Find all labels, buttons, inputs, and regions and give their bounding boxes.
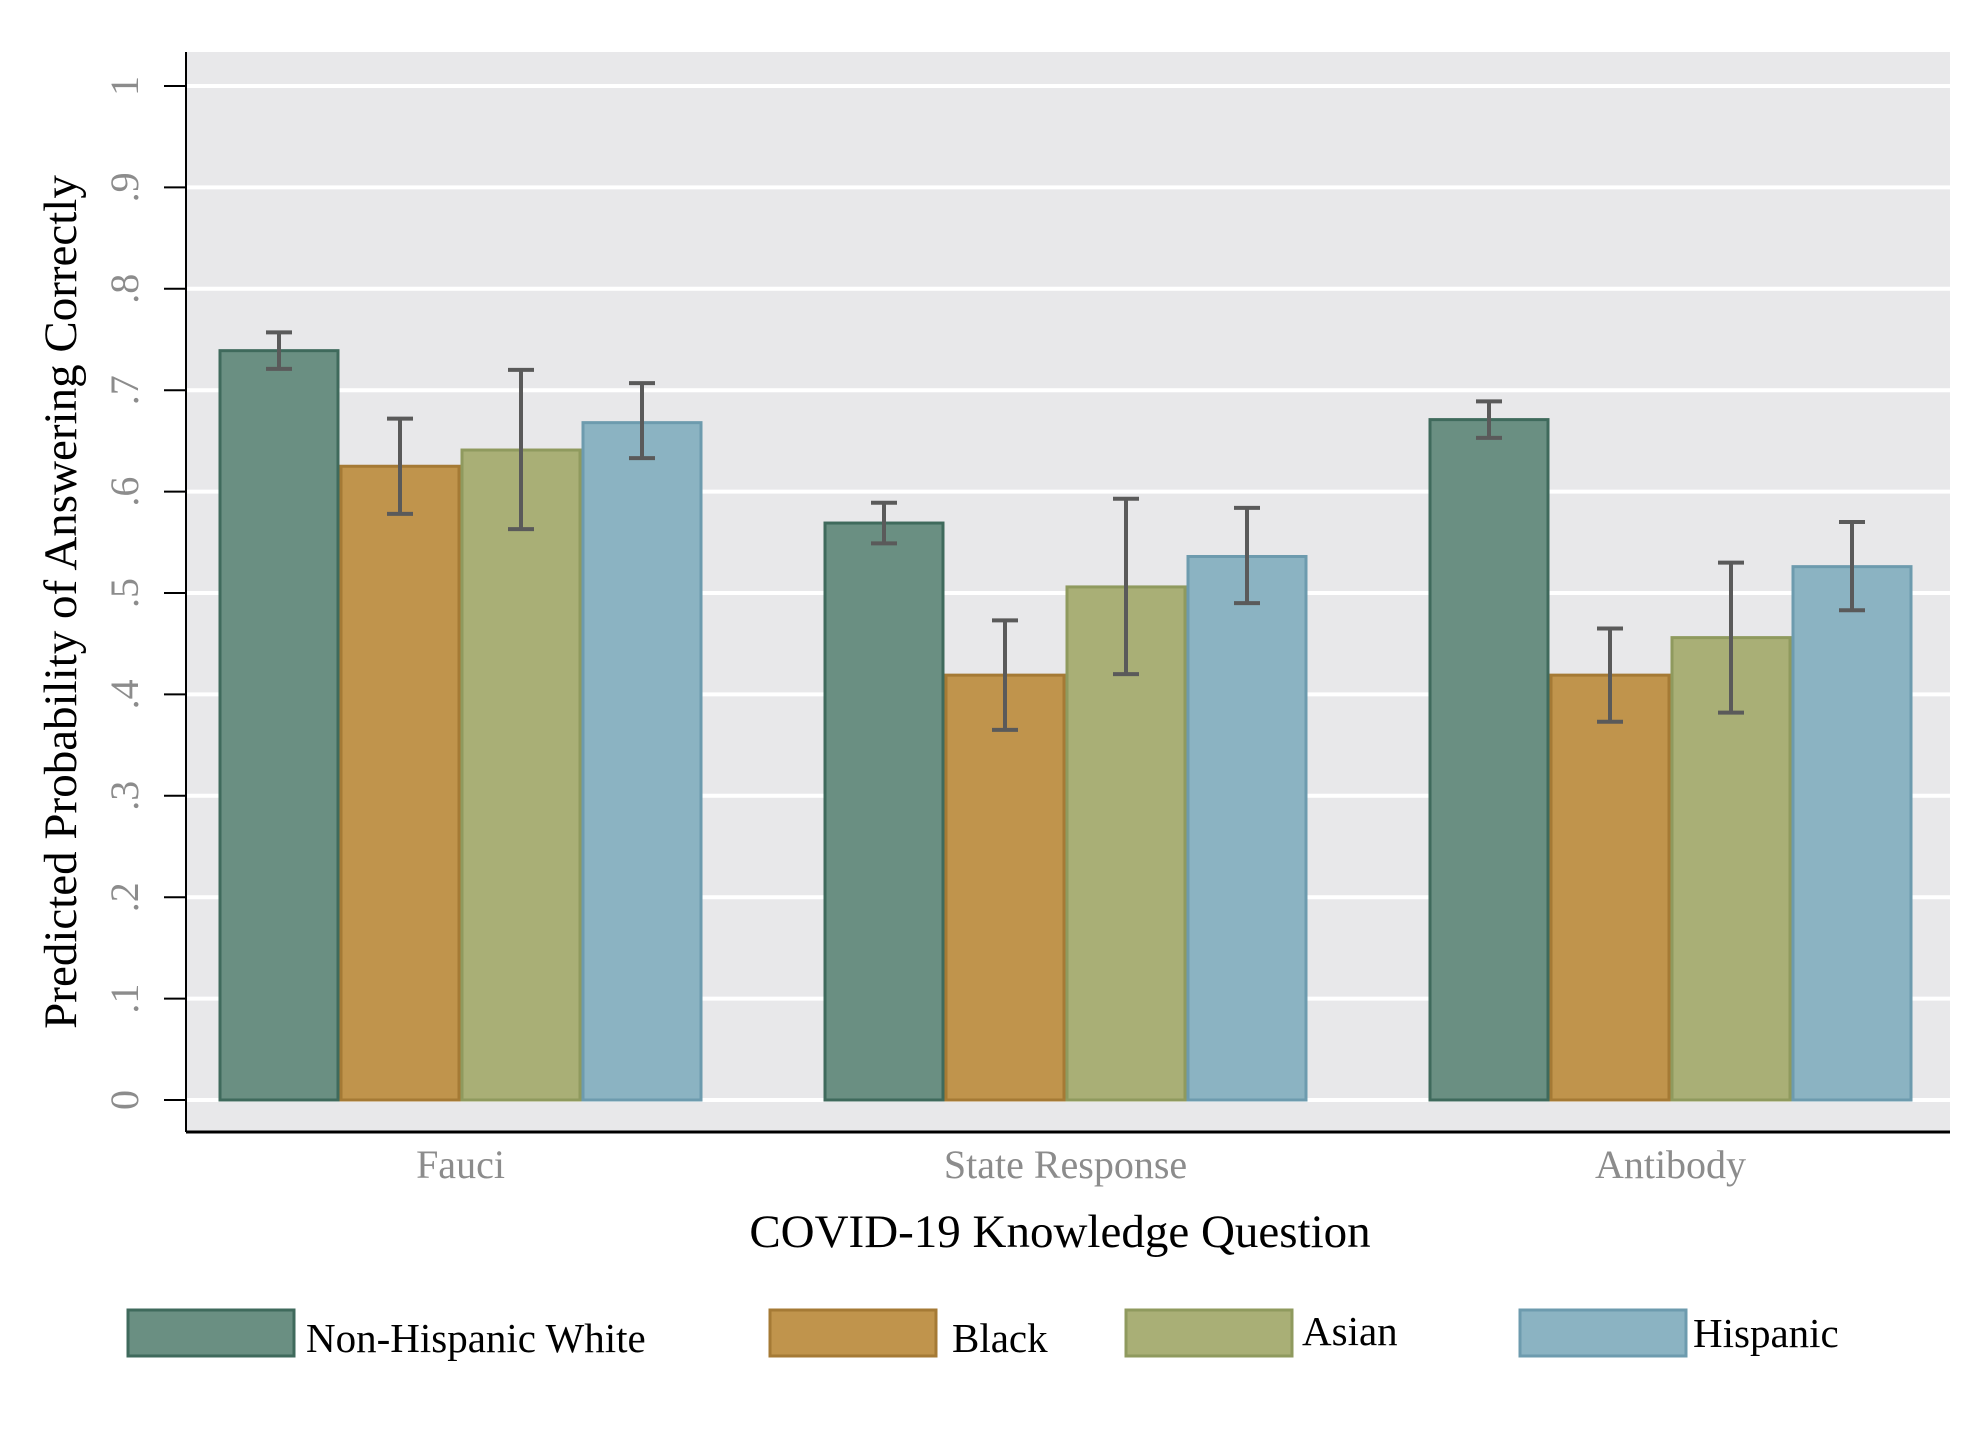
bar-fauci-non-hispanic-white: [218, 349, 340, 1102]
legend: Non-Hispanic White Black Asian Hispanic: [126, 1308, 1839, 1361]
y-tick-label: .5: [102, 578, 147, 608]
legend-item: Non-Hispanic White: [126, 1308, 646, 1361]
y-tick-label: .8: [102, 274, 147, 304]
bar-fauci-asian: [460, 448, 582, 1102]
legend-swatch: [768, 1308, 938, 1358]
legend-label: Non-Hispanic White: [306, 1315, 646, 1361]
x-axis-title: COVID-19 Knowledge Question: [749, 1206, 1370, 1258]
x-tick-label: State Response: [944, 1142, 1187, 1187]
y-tick-label: 0: [102, 1090, 147, 1110]
error-bar: [871, 500, 897, 546]
bar-state-response-black: [944, 673, 1066, 1102]
legend-swatch: [1124, 1308, 1294, 1358]
y-axis-title: Predicted Probability of Answering Corre…: [35, 175, 87, 1029]
legend-item: Hispanic: [1518, 1308, 1839, 1358]
legend-label: Black: [952, 1315, 1048, 1361]
x-tick-label: Antibody: [1595, 1142, 1746, 1187]
error-bar: [508, 367, 534, 532]
error-bar: [992, 618, 1018, 732]
y-tick-label: .7: [102, 375, 147, 405]
legend-item: Asian: [1124, 1308, 1398, 1358]
y-tick-label: .4: [102, 679, 147, 709]
bars: [218, 349, 1913, 1102]
bar-fauci-black: [339, 464, 461, 1102]
bar-antibody-asian: [1670, 636, 1792, 1102]
error-bar: [1234, 505, 1260, 606]
legend-swatch: [126, 1308, 296, 1358]
legend-item: Black: [768, 1308, 1048, 1361]
bar-antibody-hispanic: [1791, 565, 1913, 1102]
bar-antibody-non-hispanic-white: [1428, 418, 1550, 1102]
legend-swatch: [1518, 1308, 1688, 1358]
error-bar: [1113, 496, 1139, 677]
x-tick-label: Fauci: [416, 1142, 505, 1187]
bar-state-response-non-hispanic-white: [823, 521, 945, 1102]
error-bars: [266, 330, 1865, 732]
y-tick-label: .9: [102, 172, 147, 202]
legend-label: Hispanic: [1693, 1310, 1839, 1356]
error-bar: [1476, 399, 1502, 440]
error-bar: [1718, 560, 1744, 715]
y-tick-label: .2: [102, 882, 147, 912]
bar-fauci-hispanic: [581, 421, 703, 1102]
error-bar: [266, 330, 292, 371]
y-tick-label: .6: [102, 477, 147, 507]
legend-label: Asian: [1302, 1308, 1398, 1354]
error-bar: [629, 381, 655, 461]
error-bar: [1839, 520, 1865, 613]
y-axis-ticks: 0 .1 .2 .3 .4 .5 .6 .7 .8 .9 1: [102, 76, 186, 1110]
y-tick-label: 1: [102, 76, 147, 96]
y-tick-label: .3: [102, 781, 147, 811]
error-bar: [1597, 626, 1623, 724]
y-tick-label: .1: [102, 984, 147, 1014]
x-axis-ticks: Fauci State Response Antibody: [416, 1142, 1746, 1187]
bar-antibody-black: [1549, 673, 1671, 1102]
bar-state-response-hispanic: [1186, 554, 1308, 1102]
axes: [185, 52, 1950, 1134]
error-bar: [387, 416, 413, 516]
